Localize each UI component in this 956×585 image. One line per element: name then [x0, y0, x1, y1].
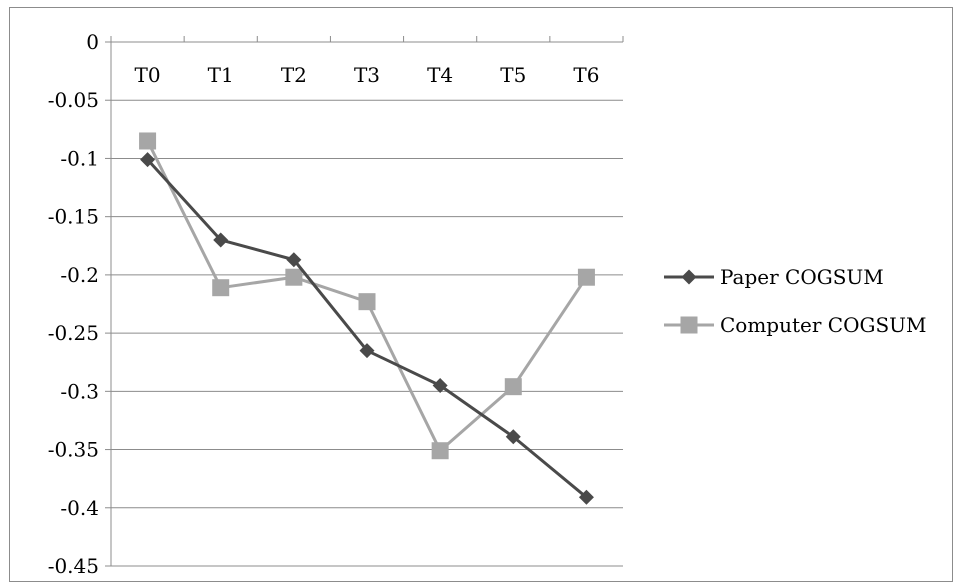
y-tick-label: -0.35 [48, 438, 99, 462]
data-point [213, 232, 229, 248]
series-diamond [140, 152, 594, 505]
series-line [146, 158, 588, 499]
x-tick-label: T0 [135, 63, 161, 87]
axes: 0 -0.05 -0.1 -0.15 -0.2 -0.25 -0.3 -0.35 -0.4 -0.… [48, 30, 624, 578]
data-point [212, 279, 230, 297]
y-tick-label: -0.45 [48, 554, 99, 578]
series-square [139, 132, 595, 460]
data-point [431, 442, 449, 460]
x-tick-label: T1 [208, 63, 234, 87]
y-tick-label: -0.1 [60, 146, 99, 170]
x-tick-label: T2 [281, 63, 307, 87]
data-point [578, 489, 594, 505]
gridlines [111, 99, 623, 567]
legend: Paper COGSUM Computer COGSUM [664, 265, 927, 337]
data-point [139, 132, 157, 150]
y-tick-label: -0.2 [60, 263, 99, 287]
y-tick-label: -0.25 [48, 321, 99, 345]
y-tick-label: -0.4 [60, 496, 99, 520]
x-tick-label: T6 [573, 63, 599, 87]
data-point [285, 268, 303, 286]
legend-item: Paper COGSUM [664, 265, 884, 289]
data-point [504, 378, 522, 396]
data-point [432, 378, 448, 394]
y-tick-label: -0.3 [60, 379, 99, 403]
data-point [286, 252, 302, 268]
x-tick-label: T5 [500, 63, 526, 87]
x-tick-label: T3 [354, 63, 380, 87]
legend-marker [681, 269, 697, 285]
y-tick-label: 0 [86, 30, 99, 54]
x-tick-label: T4 [427, 63, 453, 87]
data-point [359, 343, 375, 359]
legend-marker [680, 316, 698, 334]
data-point [577, 268, 595, 286]
data-point [140, 152, 156, 168]
chart-frame [9, 7, 953, 582]
legend-label: Computer COGSUM [720, 313, 927, 337]
y-tick-label: -0.15 [48, 205, 99, 229]
series-layer [139, 132, 595, 505]
legend-item: Computer COGSUM [664, 313, 927, 337]
legend-label: Paper COGSUM [720, 265, 884, 289]
data-point [505, 429, 521, 445]
data-point [358, 293, 376, 311]
y-tick-label: -0.05 [48, 88, 99, 112]
